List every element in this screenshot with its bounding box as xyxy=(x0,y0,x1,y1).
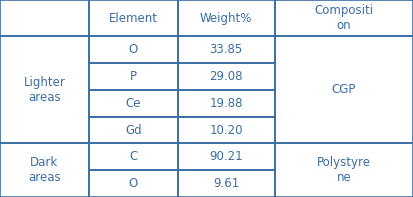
Bar xyxy=(275,36,413,143)
Text: 33.85: 33.85 xyxy=(209,43,243,56)
Bar xyxy=(178,90,275,117)
Bar xyxy=(178,0,275,36)
Bar xyxy=(0,36,89,143)
Bar xyxy=(89,170,178,197)
Text: Gd: Gd xyxy=(125,124,142,137)
Text: 10.20: 10.20 xyxy=(209,124,243,137)
Bar xyxy=(89,63,178,90)
Bar xyxy=(178,170,275,197)
Bar xyxy=(178,63,275,90)
Text: O: O xyxy=(128,43,138,56)
Bar xyxy=(89,90,178,117)
Text: P: P xyxy=(130,70,137,83)
Bar xyxy=(275,143,413,197)
Text: 90.21: 90.21 xyxy=(209,150,243,163)
Text: 19.88: 19.88 xyxy=(209,97,243,110)
Text: Ce: Ce xyxy=(126,97,141,110)
Text: C: C xyxy=(129,150,137,163)
Text: Lighter
areas: Lighter areas xyxy=(24,76,65,104)
Text: Dark
areas: Dark areas xyxy=(28,156,61,184)
Bar xyxy=(178,143,275,170)
Bar xyxy=(0,143,89,197)
Bar xyxy=(178,36,275,63)
Bar xyxy=(89,0,178,36)
Bar xyxy=(275,0,413,36)
Bar xyxy=(89,117,178,143)
Text: Element: Element xyxy=(109,12,158,25)
Text: 29.08: 29.08 xyxy=(209,70,243,83)
Text: O: O xyxy=(128,177,138,190)
Text: Polystyre
ne: Polystyre ne xyxy=(317,156,371,184)
Text: CGP: CGP xyxy=(332,84,356,97)
Bar xyxy=(178,117,275,143)
Bar xyxy=(89,36,178,63)
Bar xyxy=(89,143,178,170)
Text: Weight%: Weight% xyxy=(200,12,252,25)
Bar xyxy=(0,0,89,36)
Text: Compositi
on: Compositi on xyxy=(314,4,373,32)
Text: 9.61: 9.61 xyxy=(213,177,239,190)
